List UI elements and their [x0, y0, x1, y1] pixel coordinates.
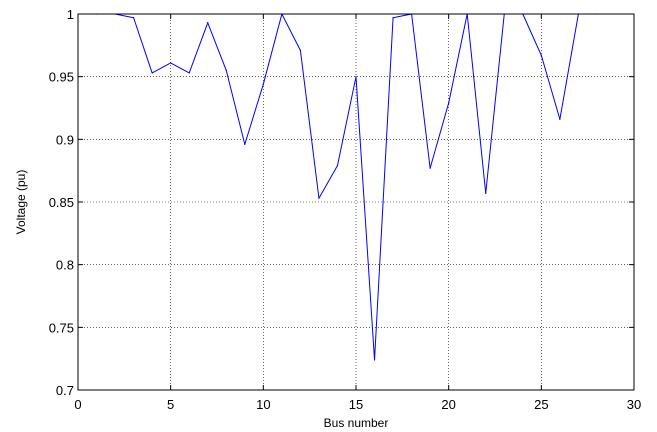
- data-point: [336, 165, 339, 167]
- x-tick-label: 0: [74, 397, 81, 412]
- plot-frame: [77, 13, 635, 391]
- series-segment: [374, 17, 394, 361]
- series-segment: [522, 13, 542, 56]
- series-segment: [299, 49, 320, 199]
- x-tick-label: 20: [441, 397, 455, 412]
- data-point: [318, 197, 320, 199]
- tick-labels: 0 5 10 15 20 25 30 0.7 0.75 0.8 0.85 0.9 0.95 1: [49, 7, 642, 412]
- data-point: [448, 102, 450, 104]
- data-point: [392, 17, 394, 19]
- series-segment: [281, 13, 301, 51]
- series-segment: [466, 13, 487, 194]
- data-point: [373, 359, 376, 361]
- plot-area: [78, 14, 634, 390]
- data-point: [244, 143, 246, 145]
- series-segment: [540, 54, 561, 120]
- series-segment: [244, 83, 264, 145]
- data-point: [485, 192, 487, 194]
- data-point: [170, 62, 172, 64]
- series-segment: [262, 13, 283, 85]
- x-axis-label: Bus number: [324, 416, 389, 430]
- y-tick-label: 0.75: [49, 320, 74, 335]
- series-segment: [133, 17, 153, 74]
- x-tick-label: 5: [167, 397, 174, 412]
- x-tick-label: 15: [349, 397, 363, 412]
- data-point: [151, 72, 153, 74]
- y-tick-label: 1: [67, 7, 74, 22]
- y-tick-label: 0.8: [56, 258, 74, 273]
- y-tick-label: 0.95: [49, 70, 74, 85]
- series-segment: [114, 13, 135, 19]
- series-segment: [448, 13, 468, 104]
- series-segment: [188, 22, 209, 74]
- series-segment: [225, 69, 246, 145]
- y-axis-label: Voltage (pu): [14, 170, 28, 235]
- x-tick-label: 25: [534, 397, 548, 412]
- y-tick-label: 0.85: [49, 195, 74, 210]
- series-segment: [429, 102, 450, 169]
- series-segment: [318, 165, 338, 199]
- series-segment: [151, 62, 172, 74]
- data-point: [133, 17, 135, 19]
- series-segment: [411, 13, 431, 169]
- data-point: [188, 72, 190, 74]
- x-tick-label: 30: [627, 397, 641, 412]
- y-tick-label: 0.7: [56, 383, 74, 398]
- data-point: [207, 22, 209, 24]
- series-segment: [207, 22, 227, 71]
- data-point: [355, 76, 357, 78]
- data-point: [299, 49, 301, 51]
- y-tick-label: 0.9: [56, 132, 74, 147]
- data-point: [540, 54, 542, 56]
- series-segment: [559, 13, 579, 120]
- data-point: [559, 118, 561, 120]
- series-segment: [355, 76, 376, 361]
- x-tick-label: 10: [256, 397, 270, 412]
- data-point: [429, 167, 431, 169]
- series-segment: [392, 13, 413, 19]
- series-segment: [170, 62, 190, 74]
- data-point: [225, 69, 227, 71]
- data-point: [262, 83, 264, 85]
- series-segment: [336, 76, 357, 167]
- series-segment: [485, 13, 505, 194]
